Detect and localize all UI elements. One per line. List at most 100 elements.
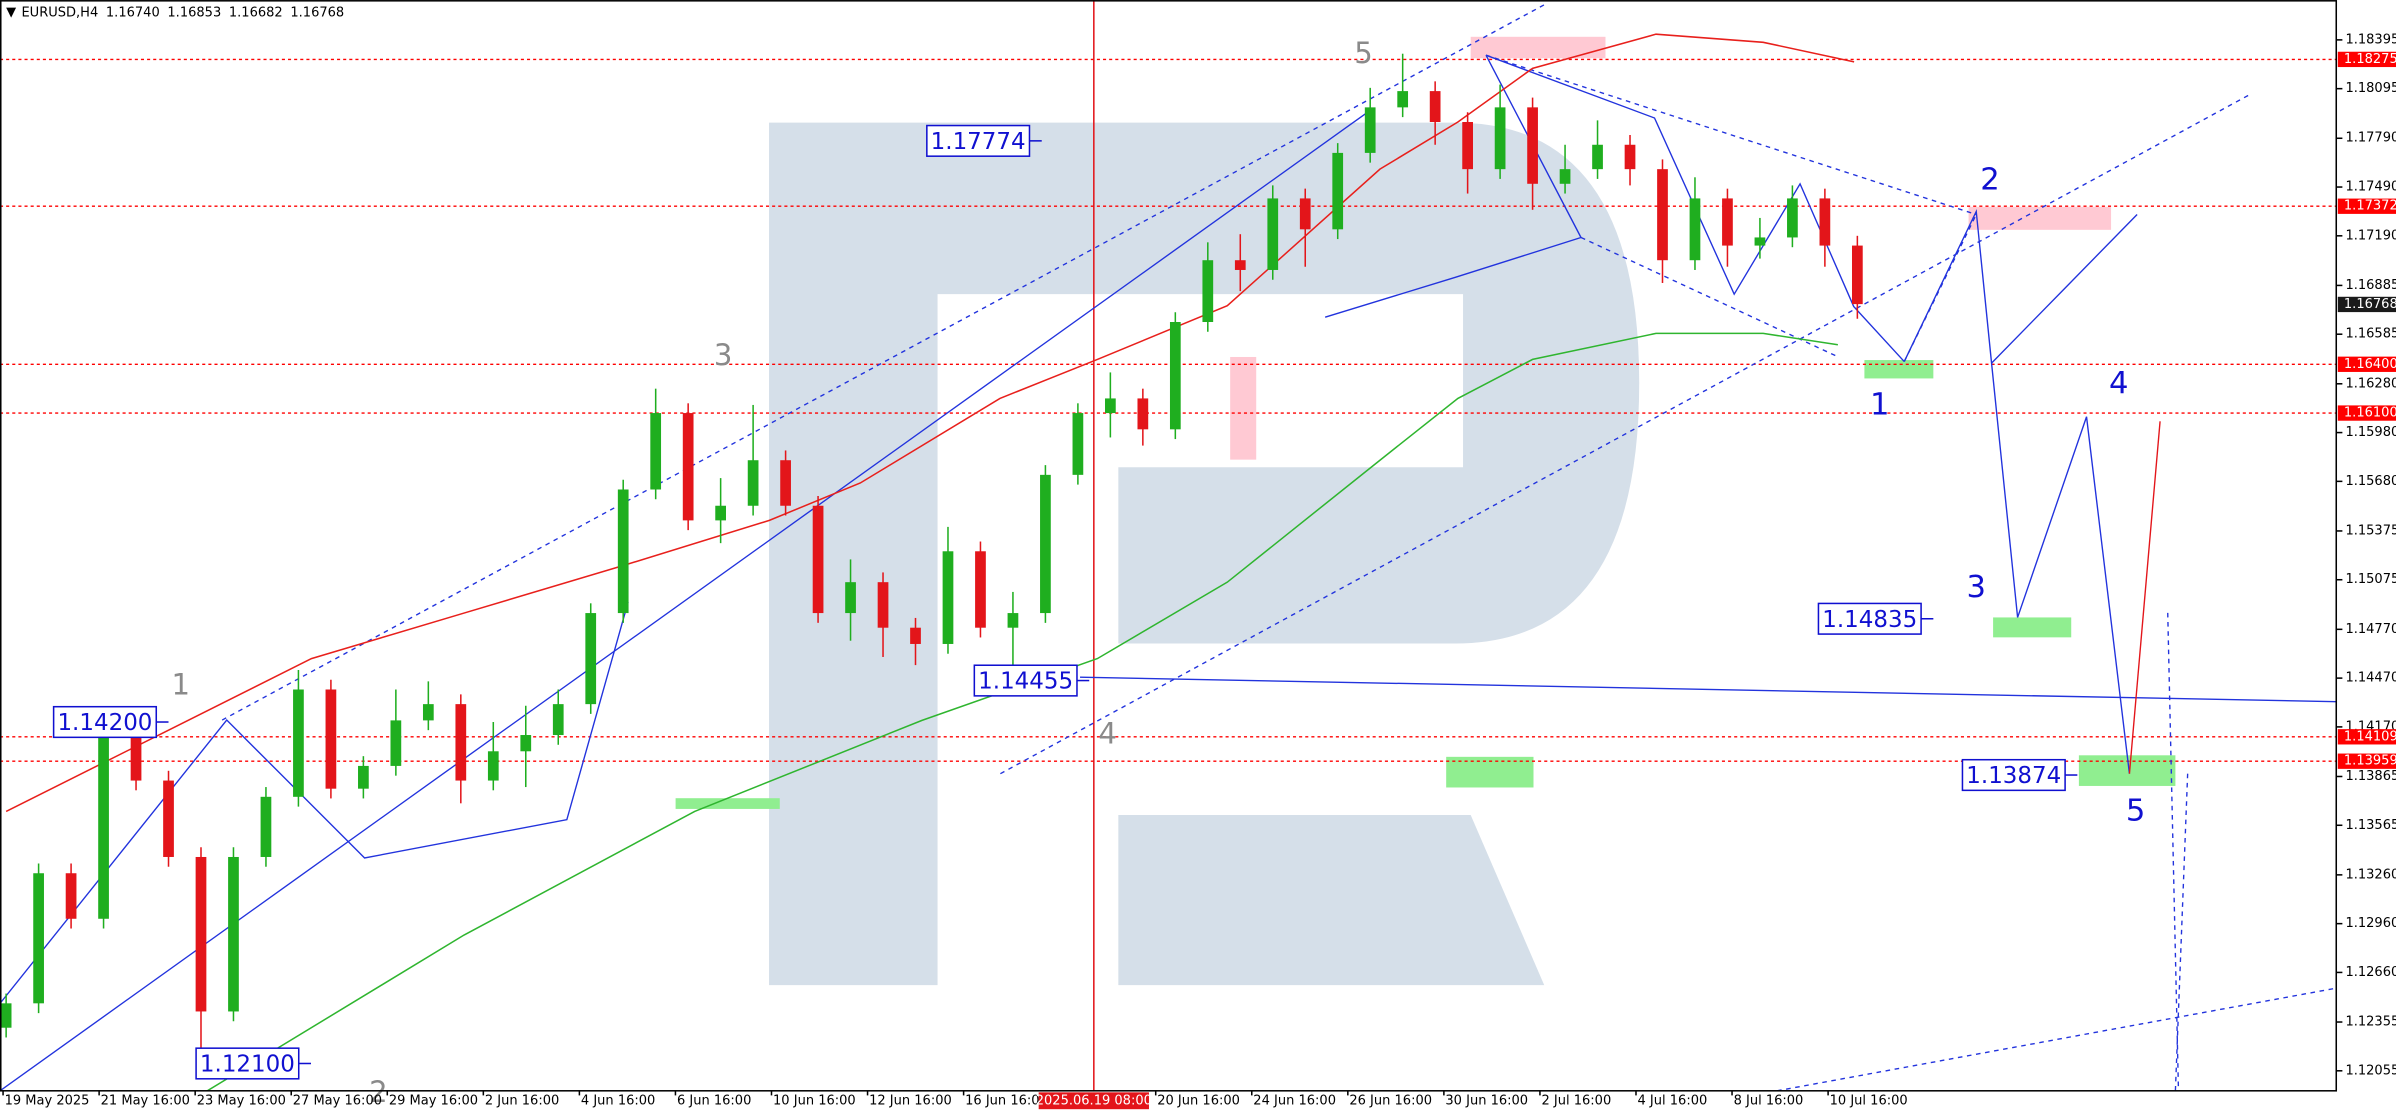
candle-body — [293, 689, 304, 797]
candle-body — [455, 704, 467, 781]
candle-body — [812, 505, 824, 614]
price-label: 1.12100 — [200, 1052, 295, 1078]
candle-body — [1364, 107, 1376, 153]
wave-label: 3 — [714, 338, 733, 372]
candle-body — [228, 856, 239, 1012]
labels: 1.17774 1.14455 1.14835 1.13874 1.14200 1.121… — [52, 36, 2145, 1109]
candle-body — [1657, 169, 1668, 261]
support-zone — [1993, 617, 2072, 638]
wave-label: 2 — [369, 1075, 388, 1109]
watermark — [769, 122, 1640, 986]
price-label: 1.13874 — [1966, 763, 2061, 789]
wave-label: 4 — [1098, 716, 1117, 750]
resistance-zone — [1470, 36, 1606, 59]
y-tick-label: 1.13260 — [2345, 867, 2396, 882]
y-tick-label: 1.13565 — [2345, 818, 2396, 833]
wave-line — [1485, 54, 1905, 363]
y-tick-label: 1.15375 — [2345, 523, 2396, 538]
level-tag — [2337, 753, 2396, 769]
wave-label: 2 — [1980, 162, 2000, 197]
support-zone — [2078, 755, 2176, 786]
x-tick-label: 26 Jun 16:00 — [1349, 1093, 1432, 1108]
y-tick-label: 1.18095 — [2345, 81, 2396, 96]
level-label: 1.13959 — [2344, 754, 2396, 769]
candle-body — [617, 489, 629, 614]
forecast-line — [2128, 421, 2161, 774]
channel-line — [221, 2, 1548, 721]
level-label: 1.17372 — [2344, 199, 2396, 214]
crosshair-time-tag — [1038, 1092, 1149, 1110]
candle-body — [1202, 260, 1214, 323]
candle-body — [682, 413, 694, 521]
current-price-label: 1.16768 — [2344, 297, 2396, 312]
forecast-line — [1903, 208, 2131, 774]
zones — [675, 36, 2176, 809]
price-label: 1.14835 — [1822, 607, 1917, 633]
candle-body — [1429, 91, 1441, 122]
moving-average — [205, 332, 1838, 1091]
header-value: 1.16853 — [167, 5, 221, 20]
y-tick-label: 1.18395 — [2345, 32, 2396, 47]
level-tag — [2337, 729, 2396, 745]
candle-body — [1169, 322, 1181, 430]
candle-body — [390, 720, 402, 766]
y-tick-label: 1.12355 — [2345, 1015, 2396, 1030]
y-tick-label: 1.12960 — [2345, 916, 2396, 931]
header-arrow: ▼ — [6, 5, 16, 20]
y-tick-label: 1.17790 — [2345, 131, 2396, 146]
candle-body — [1007, 613, 1019, 628]
wave-channel — [1485, 54, 1977, 216]
y-tick-label: 1.16585 — [2345, 327, 2396, 342]
y-tick-label: 1.14470 — [2345, 671, 2396, 686]
candle-body — [1072, 413, 1084, 475]
horizontal-line — [1080, 676, 2337, 703]
candle-body — [585, 613, 597, 705]
y-tick-label: 1.14770 — [2345, 622, 2396, 637]
x-tick-label: 10 Jul 16:00 — [1830, 1093, 1908, 1108]
symbol: EURUSD,H4 — [21, 5, 98, 20]
candle-body — [33, 873, 44, 1004]
wave-label: 3 — [1966, 570, 1986, 605]
moving-average — [5, 33, 1855, 813]
y-tick-label: 1.16885 — [2345, 278, 2396, 293]
level-label: 1.18275 — [2344, 52, 2396, 67]
y-tick-label: 1.17190 — [2345, 228, 2396, 243]
candle-body — [98, 735, 109, 919]
candle-body — [1137, 398, 1149, 430]
candle-body — [1299, 198, 1311, 230]
channel-line — [1776, 987, 2337, 1092]
candle-body — [845, 582, 856, 614]
candle-body — [65, 873, 77, 919]
x-tick-label: 2 Jul 16:00 — [1541, 1093, 1611, 1108]
candle-body — [1040, 474, 1051, 614]
candle-body — [1397, 91, 1409, 108]
level-tag — [2337, 405, 2396, 421]
price-label-box — [1817, 602, 1922, 635]
x-tick-label: 2 Jun 16:00 — [485, 1093, 559, 1108]
price-label-box — [973, 664, 1078, 697]
candle-body — [163, 780, 174, 857]
candle-body — [358, 765, 369, 789]
price-label-box — [1961, 758, 2066, 792]
price-label: 1.14200 — [57, 710, 152, 736]
x-tick-label: 6 Jun 16:00 — [677, 1093, 751, 1108]
trend-line — [0, 601, 629, 1004]
support-zone — [1446, 756, 1534, 788]
chart-title: EURUSD,H4 1.16740 1.16853 1.16682 1.16768 — [21, 5, 344, 20]
forecast-line — [1991, 214, 2138, 364]
channel-line — [1000, 94, 2250, 775]
candle-body — [1592, 144, 1603, 170]
x-tick-label: 10 Jun 16:00 — [773, 1093, 856, 1108]
support-zone — [675, 798, 780, 809]
x-tick-label: 23 May 16:00 — [197, 1093, 286, 1108]
candle-body — [1105, 398, 1116, 414]
trend-lines — [0, 2, 2337, 1092]
candle-body — [1462, 121, 1473, 170]
candle-body — [1267, 198, 1279, 270]
header-value: 1.16682 — [229, 5, 283, 20]
x-tick-label: 21 May 16:00 — [101, 1093, 190, 1108]
level-tag — [2337, 356, 2396, 372]
wave-label: 1 — [172, 667, 191, 701]
